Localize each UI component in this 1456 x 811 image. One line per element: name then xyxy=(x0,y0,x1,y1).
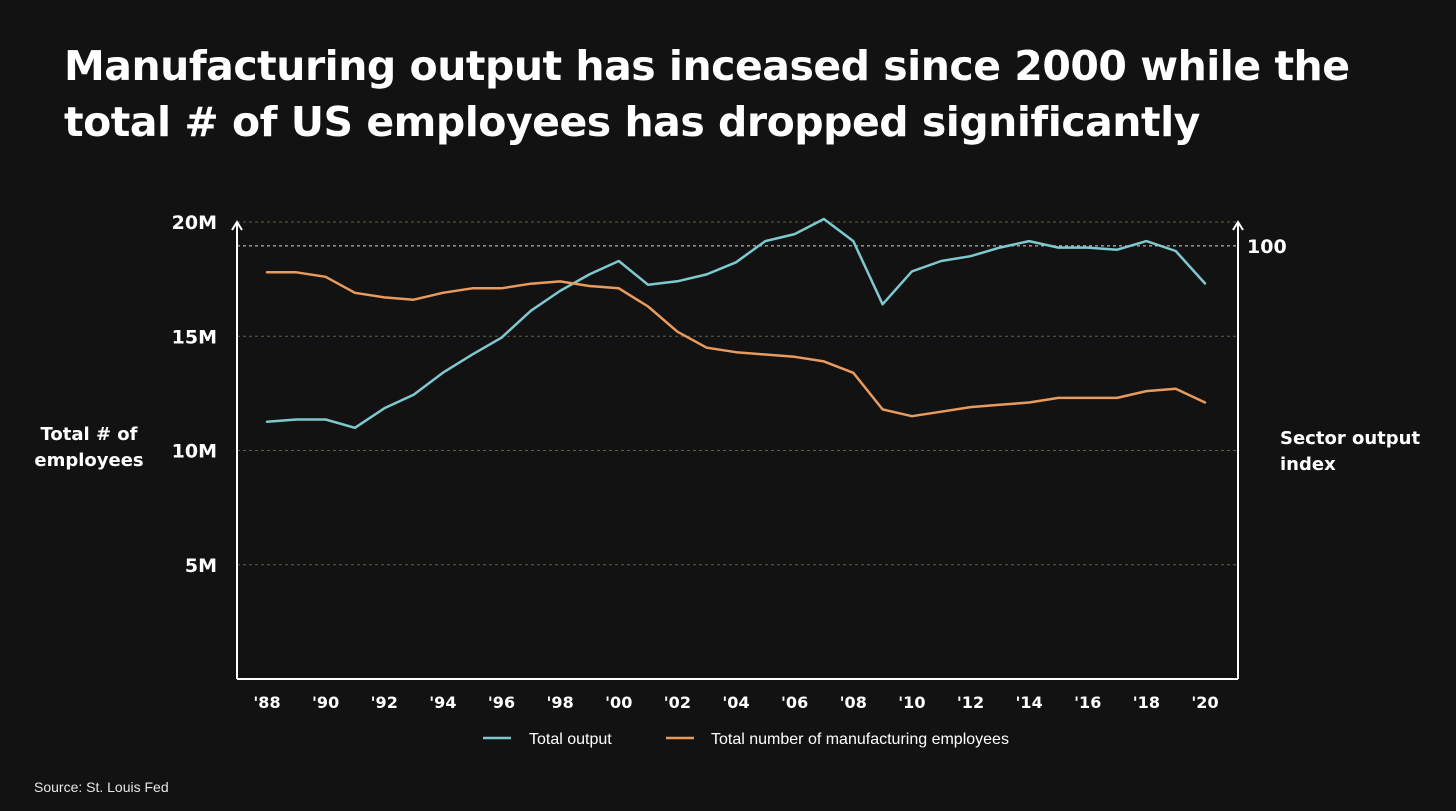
legend-label: Total output xyxy=(529,731,612,748)
left-tick-label: 10M xyxy=(172,441,217,463)
right-axis-arrow xyxy=(1232,220,1244,231)
x-tick-label: '98 xyxy=(547,693,574,712)
left-tick-label: 20M xyxy=(172,212,217,234)
right-axis-title: Sector output index xyxy=(1280,428,1421,475)
x-tick-label: '20 xyxy=(1191,693,1218,712)
x-tick-label: '14 xyxy=(1016,693,1043,712)
axes xyxy=(231,220,1244,680)
tick-labels: 5M 10M 15M 20M 100 '88 '90 '92 '94 '96 '98 '00 '02 '0… xyxy=(172,212,1287,712)
x-tick-label: '12 xyxy=(957,693,984,712)
series-line-employees xyxy=(265,271,1207,418)
left-tick-label: 5M xyxy=(185,555,217,577)
series-line-total-output xyxy=(265,217,1207,430)
series-lines xyxy=(265,217,1207,430)
x-tick-label: '88 xyxy=(253,693,280,712)
left-axis-title: Total # of employees xyxy=(34,424,144,471)
legend-label: Total number of manufacturing employees xyxy=(711,731,1009,748)
left-axis-arrow xyxy=(231,220,243,231)
chart-title-line-1: Manufacturing output has inceased since … xyxy=(64,42,1350,90)
right-tick-label: 100 xyxy=(1247,236,1287,258)
x-tick-label: '90 xyxy=(312,693,339,712)
x-tick-label: '06 xyxy=(781,693,808,712)
grid-lines xyxy=(237,221,1238,566)
x-tick-label: '18 xyxy=(1133,693,1160,712)
x-tick-label: '08 xyxy=(840,693,867,712)
x-tick-label: '92 xyxy=(371,693,398,712)
chart-title-line-2: total # of US employees has dropped sign… xyxy=(64,98,1200,146)
source-note: Source: St. Louis Fed xyxy=(34,779,169,795)
x-tick-label: '16 xyxy=(1074,693,1101,712)
legend: Total output Total number of manufacturin… xyxy=(483,731,1009,748)
x-tick-label: '02 xyxy=(664,693,691,712)
x-tick-label: '10 xyxy=(898,693,925,712)
x-tick-label: '96 xyxy=(488,693,515,712)
x-tick-label: '04 xyxy=(722,693,749,712)
x-tick-label: '00 xyxy=(605,693,632,712)
x-tick-label: '94 xyxy=(429,693,456,712)
left-tick-label: 15M xyxy=(172,326,217,348)
chart-title: Manufacturing output has inceased since … xyxy=(64,38,1394,150)
